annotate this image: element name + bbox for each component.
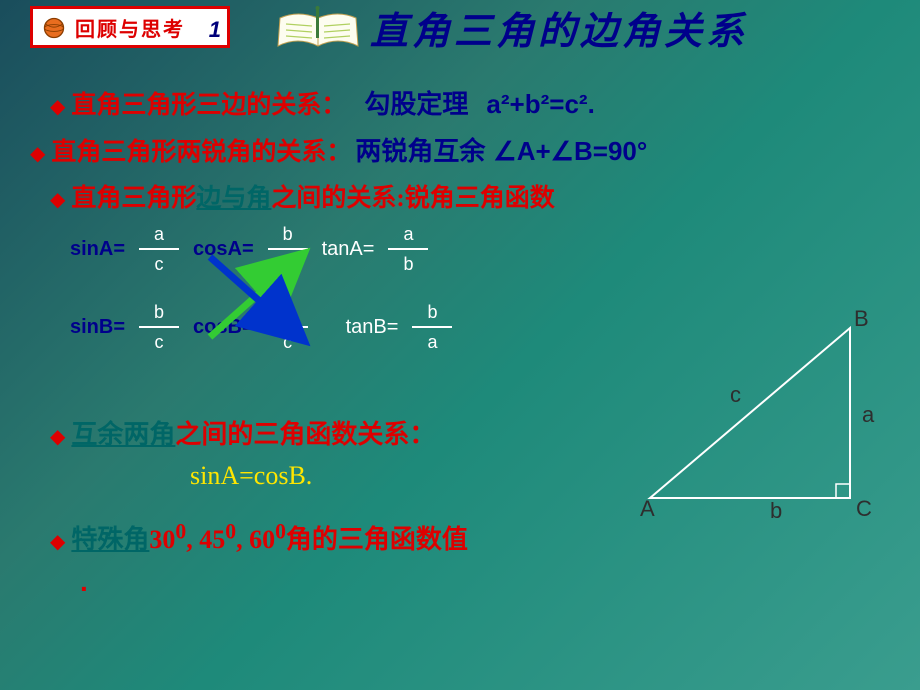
bullet-trig: ◆ 直角三角形边与角之间的关系:锐角三角函数 <box>50 178 890 214</box>
slide-header: 回顾与思考 1 直角三角的边角关系 <box>0 0 920 64</box>
tag-label: 回顾与思考 <box>75 13 185 42</box>
globe-icon <box>41 15 67 41</box>
bullet-text: 直角三角形两锐角的关系： <box>51 132 351 168</box>
link-text: 特殊角 <box>71 525 149 554</box>
review-tag-box: 回顾与思考 1 <box>30 6 230 48</box>
tanB-frac: ba <box>412 302 452 352</box>
diamond-icon: ◆ <box>50 529 65 554</box>
bullet-formula-label: 两锐角互余 <box>355 131 485 168</box>
vertex-A: A <box>640 496 655 521</box>
side-c: c <box>730 382 741 407</box>
slide-title: 直角三角的边角关系 <box>370 0 748 55</box>
sinB-frac: bc <box>139 302 179 352</box>
bullet-text: 直角三角形三边的关系： <box>71 85 346 121</box>
side-a: a <box>862 402 875 427</box>
tanA-frac: ab <box>388 224 428 274</box>
tanB-label: tanB= <box>346 316 399 339</box>
tag-number: 1 <box>209 17 221 43</box>
bullet-formula: ∠A+∠B=90° <box>493 136 647 167</box>
bullet-text: 互余两角之间的三角函数关系： <box>71 414 435 451</box>
cross-arrows-icon <box>190 242 330 352</box>
bullet-formula: a²+b²=c². <box>486 89 594 120</box>
book-icon <box>268 6 368 56</box>
diamond-icon: ◆ <box>50 94 65 119</box>
bullet-formula-label: 勾股定理 <box>364 84 468 121</box>
link-text: 互余两角 <box>71 420 175 449</box>
side-b: b <box>770 498 782 523</box>
sinB-label: sinB= <box>70 316 125 339</box>
right-triangle-diagram: A B C a b c <box>630 308 890 528</box>
bullet-sides: ◆ 直角三角形三边的关系： 勾股定理 a²+b²=c². <box>50 84 890 121</box>
content-area: ◆ 直角三角形三边的关系： 勾股定理 a²+b²=c². ◆ 直角三角形两锐角的… <box>0 64 920 598</box>
bullet-text: 直角三角形边与角之间的关系:锐角三角函数 <box>71 178 554 214</box>
bullet-angles: ◆ 直角三角形两锐角的关系： 两锐角互余 ∠A+∠B=90° <box>30 131 890 168</box>
diamond-icon: ◆ <box>50 187 65 212</box>
sinA-label: sinA= <box>70 238 125 261</box>
vertex-B: B <box>854 308 869 331</box>
period-text: . <box>80 566 890 598</box>
bullet-text: 特殊角300, 450, 600角的三角函数值 <box>71 519 468 556</box>
vertex-C: C <box>856 496 872 521</box>
sinA-frac: ac <box>139 224 179 274</box>
diamond-icon: ◆ <box>30 141 45 166</box>
diamond-icon: ◆ <box>50 424 65 449</box>
link-text: 边与角 <box>196 185 271 212</box>
